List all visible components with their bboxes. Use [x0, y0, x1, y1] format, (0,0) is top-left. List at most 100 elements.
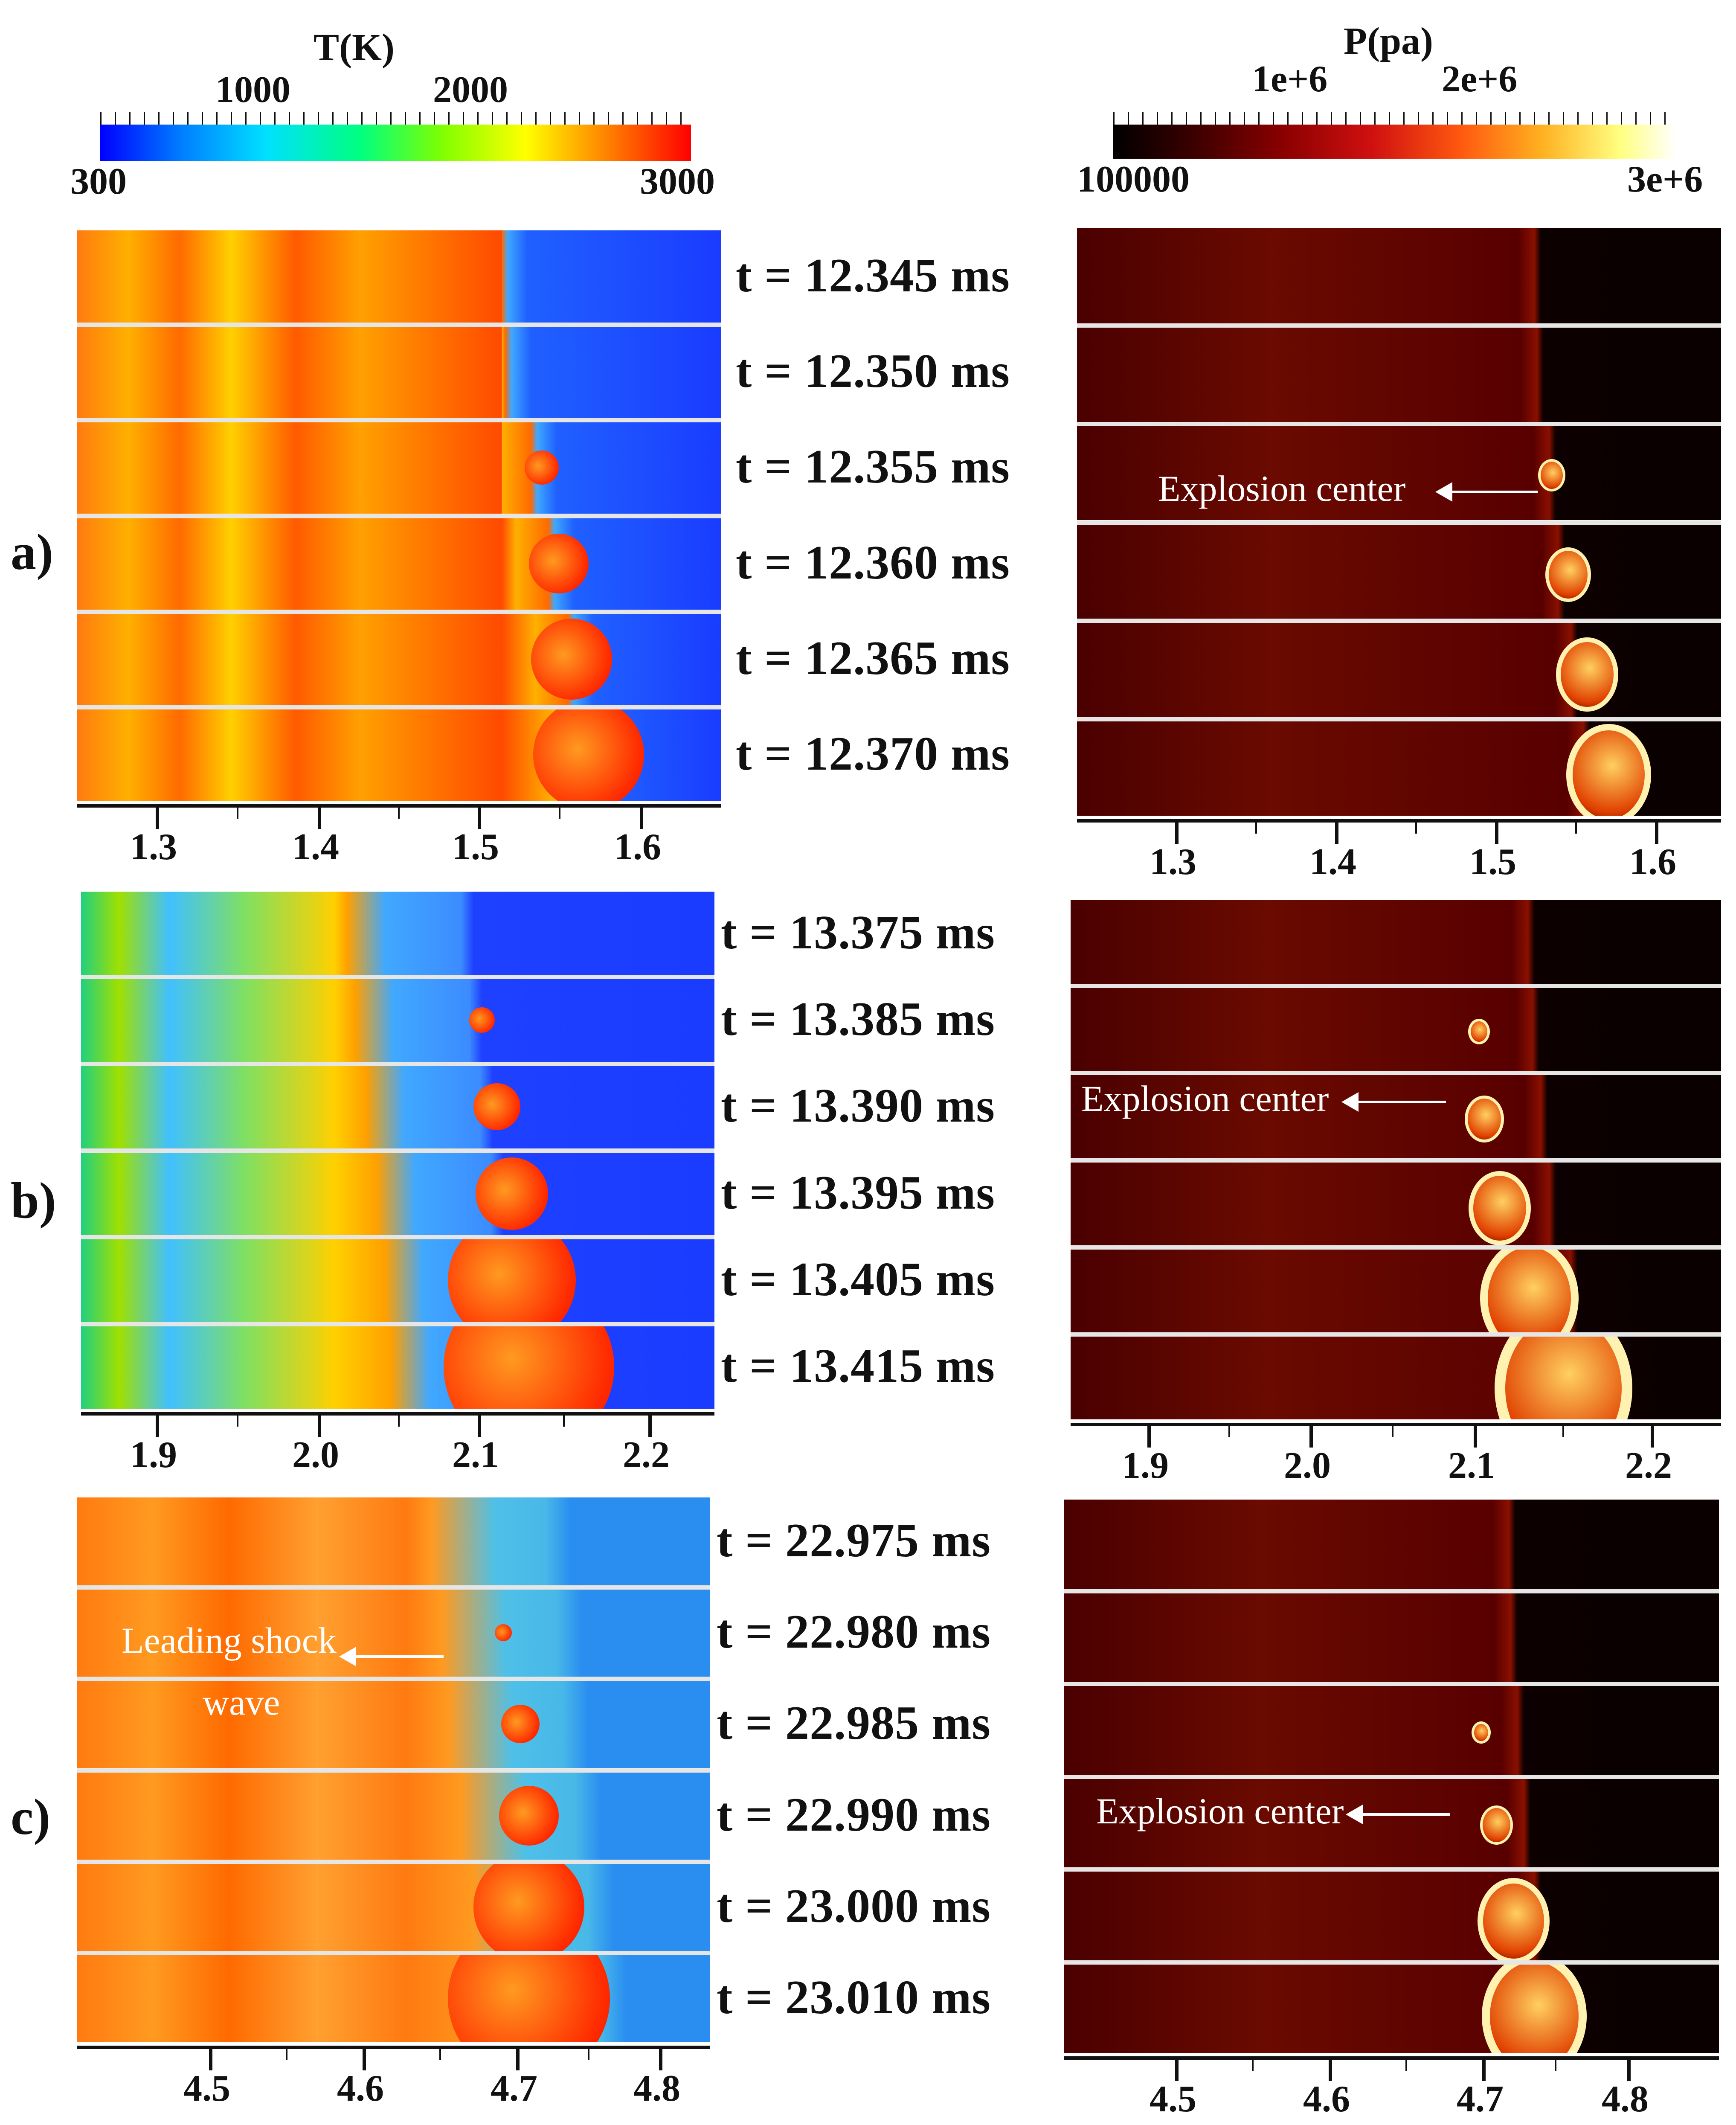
- pressure-field-strip: [1064, 1685, 1719, 1775]
- x-axis-minor-tick: [286, 2049, 287, 2060]
- temperature-field-strip: [81, 1065, 714, 1148]
- x-axis-minor-tick: [1391, 1426, 1393, 1437]
- x-axis-tick-label: 2.0: [292, 1434, 339, 1476]
- temperature-field-strip: [77, 1954, 710, 2042]
- x-axis-tick: [1329, 2060, 1332, 2081]
- x-axis-line: [1071, 1423, 1721, 1426]
- x-axis-line: [77, 804, 721, 808]
- explosion-bubble: [531, 618, 612, 700]
- explosion-bubble: [444, 1325, 614, 1409]
- x-axis-minor-tick: [237, 808, 238, 819]
- strip-separator: [81, 1061, 714, 1066]
- x-axis-tick-label: 4.7: [1457, 2078, 1504, 2120]
- temperature-field-strip: [77, 613, 721, 705]
- x-axis-minor-tick: [559, 808, 560, 819]
- time-label: t = 13.405 ms: [721, 1253, 995, 1306]
- panel-label: b): [11, 1172, 56, 1229]
- pressure-field-strip: [1064, 1500, 1719, 1589]
- x-axis-tick: [209, 2049, 212, 2070]
- temperature-field-strip: [81, 978, 714, 1062]
- annotation-arrow-head: [1346, 1805, 1363, 1824]
- x-axis-tick: [1147, 1426, 1151, 1448]
- strip-separator: [1064, 1682, 1719, 1686]
- x-axis-minor-tick: [587, 2049, 589, 2060]
- pressure-field-strip: [1077, 425, 1721, 520]
- explosion-front: [1478, 1878, 1550, 1960]
- x-axis-tick-label: 1.6: [1629, 841, 1676, 883]
- temperature-field-strip: [77, 422, 721, 514]
- x-axis-tick-label: 4.8: [633, 2068, 680, 2109]
- temperature-colorbar-ticks: [100, 112, 691, 125]
- x-axis-tick-label: 4.7: [491, 2068, 537, 2109]
- explosion-center-annotation: Explosion center: [1096, 1791, 1344, 1831]
- explosion-front: [1538, 459, 1565, 492]
- time-label: t = 22.990 ms: [717, 1788, 991, 1841]
- x-axis-tick-label: 4.8: [1602, 2078, 1649, 2120]
- x-axis-tick: [640, 808, 643, 829]
- pressure-field-strip: [1071, 1074, 1721, 1158]
- annotation-arrow-shaft: [1448, 491, 1538, 493]
- x-axis-minor-tick: [398, 1416, 400, 1427]
- explosion-bubble: [525, 451, 559, 485]
- temperature-field-strip: [77, 1863, 710, 1951]
- explosion-front: [1472, 1721, 1491, 1744]
- time-label: t = 13.385 ms: [721, 993, 995, 1046]
- explosion-bubble: [529, 533, 589, 593]
- strip-separator: [1077, 323, 1721, 328]
- temperature-major-label-1: 1000: [215, 69, 290, 110]
- strip-separator: [1064, 1774, 1719, 1779]
- strip-separator: [77, 1859, 710, 1864]
- pressure-field-strip: [1077, 523, 1721, 619]
- x-axis-tick-label: 2.0: [1284, 1445, 1331, 1486]
- x-axis-tick: [156, 1416, 159, 1437]
- x-axis-tick: [1474, 1426, 1477, 1448]
- x-axis-tick: [1495, 823, 1498, 844]
- explosion-bubble: [448, 1954, 610, 2042]
- explosion-bubble: [473, 1863, 584, 1951]
- x-axis-tick: [1175, 823, 1179, 844]
- strip-separator: [77, 514, 721, 518]
- x-axis-tick-label: 4.5: [1150, 2078, 1196, 2120]
- temperature-min-label: 300: [70, 161, 127, 202]
- strip-separator: [77, 609, 721, 614]
- time-label: t = 13.375 ms: [721, 906, 995, 959]
- x-axis-tick-label: 1.6: [614, 826, 661, 868]
- strip-separator: [77, 418, 721, 423]
- x-axis-minor-tick: [1555, 2060, 1556, 2071]
- x-axis-minor-tick: [1575, 823, 1577, 834]
- strip-separator: [1077, 422, 1721, 426]
- x-axis-tick: [648, 1416, 652, 1437]
- x-axis-minor-tick: [563, 1416, 565, 1427]
- leading-shock-annotation-line1: Leading shock: [122, 1620, 337, 1661]
- pressure-colorbar-ticks: [1113, 112, 1676, 125]
- explosion-bubble: [448, 1238, 576, 1322]
- explosion-front: [1465, 1096, 1504, 1143]
- x-axis-tick: [1482, 2060, 1486, 2081]
- temperature-field-strip: [81, 1238, 714, 1322]
- pressure-major-label-1: 1e+6: [1252, 58, 1328, 100]
- strip-separator: [77, 705, 721, 709]
- time-label: t = 23.010 ms: [717, 1971, 991, 2024]
- x-axis-tick-label: 2.1: [452, 1434, 499, 1476]
- explosion-front: [1468, 1019, 1490, 1045]
- pressure-field-strip: [1077, 622, 1721, 718]
- strip-separator: [1077, 619, 1721, 623]
- explosion-front: [1480, 1248, 1579, 1332]
- pressure-field-strip: [1064, 1778, 1719, 1867]
- strip-separator: [77, 1768, 710, 1773]
- explosion-front: [1566, 724, 1651, 816]
- temperature-field-strip: [77, 517, 721, 610]
- time-label: t = 12.360 ms: [736, 536, 1010, 589]
- x-axis-minor-tick: [1562, 1426, 1564, 1437]
- temperature-field-strip: [81, 892, 714, 975]
- x-axis-tick-label: 1.9: [130, 1434, 177, 1476]
- x-axis-minor-tick: [1415, 823, 1417, 834]
- pressure-field-strip: [1077, 326, 1721, 422]
- panel-label: c): [11, 1788, 51, 1845]
- x-axis-tick-label: 1.9: [1122, 1445, 1169, 1486]
- x-axis-minor-tick: [1405, 2060, 1407, 2071]
- x-axis-tick-label: 4.5: [183, 2068, 230, 2109]
- x-axis-tick-label: 1.3: [1150, 841, 1196, 883]
- annotation-arrow-head: [1341, 1092, 1359, 1112]
- pressure-field-strip: [1071, 987, 1721, 1071]
